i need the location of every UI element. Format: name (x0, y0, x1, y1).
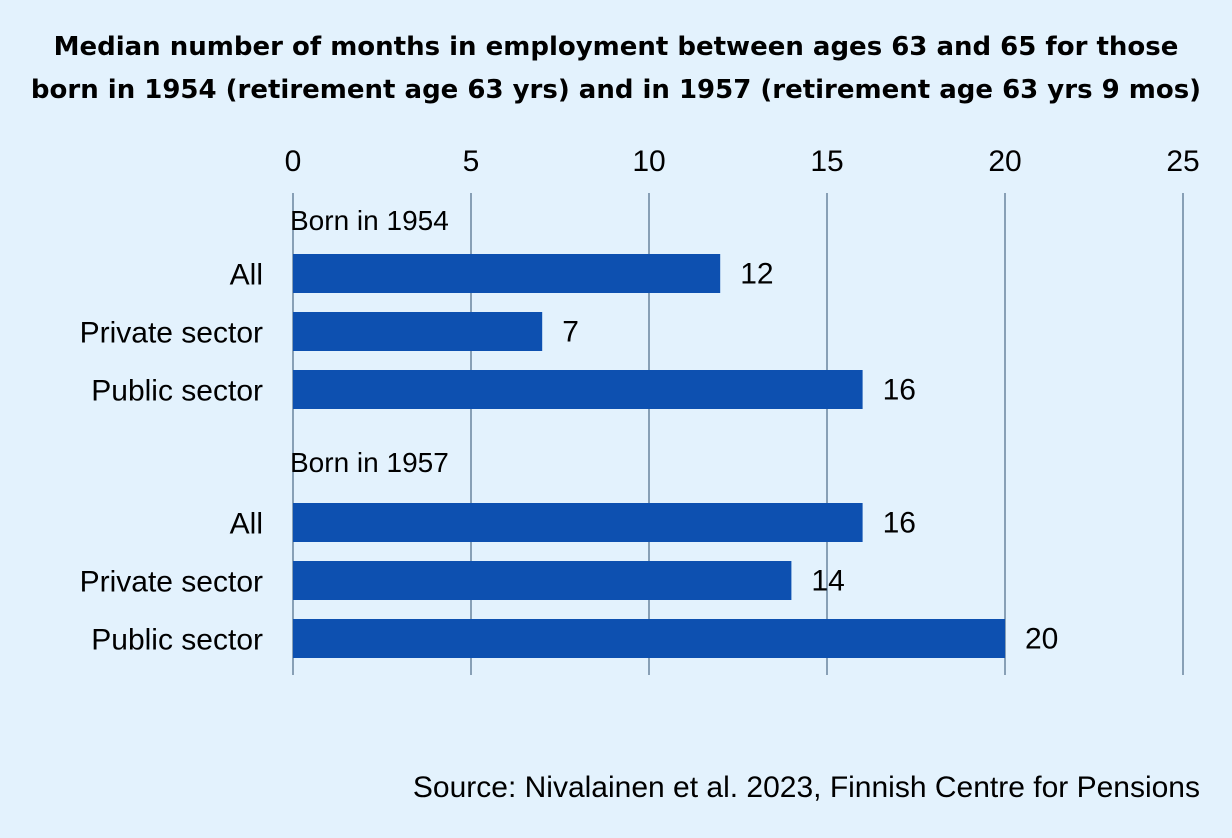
category-label-1-2: Private sector (80, 317, 263, 350)
x-tick-label-25: 25 (1166, 145, 1199, 178)
x-tick-label-20: 20 (988, 145, 1021, 178)
group-label-2: Born in 1957 (290, 447, 449, 478)
data-label-1-2: 7 (562, 316, 579, 349)
data-label-2-1: 16 (883, 507, 916, 540)
data-label-2-2: 14 (811, 565, 844, 598)
chart-title-line-2: born in 1954 (retirement age 63 yrs) and… (30, 75, 1202, 105)
chart-title-line-1: Median number of months in employment be… (53, 32, 1179, 62)
category-label-2-1: All (230, 508, 263, 541)
source-note: Source: Nivalainen et al. 2023, Finnish … (412, 771, 1200, 804)
group-label-1: Born in 1954 (290, 205, 449, 236)
data-label-2-3: 20 (1025, 623, 1058, 656)
bar-1-2 (293, 312, 543, 351)
bar-1-3 (293, 370, 863, 409)
x-tick-label-5: 5 (463, 145, 480, 178)
category-label-2-3: Public sector (91, 624, 263, 657)
category-label-1-3: Public sector (91, 375, 263, 408)
category-label-2-2: Private sector (80, 566, 263, 599)
bar-1-1 (293, 254, 721, 293)
bar-2-2 (293, 561, 792, 600)
x-tick-label-10: 10 (632, 145, 665, 178)
x-tick-label-0: 0 (285, 145, 302, 178)
bar-2-1 (293, 503, 863, 542)
x-tick-label-15: 15 (810, 145, 843, 178)
data-label-1-1: 12 (740, 258, 773, 291)
data-label-1-3: 16 (883, 374, 916, 407)
chart-title: Median number of months in employment be… (0, 26, 1232, 112)
bar-2-3 (293, 619, 1005, 658)
category-label-1-1: All (230, 259, 263, 292)
